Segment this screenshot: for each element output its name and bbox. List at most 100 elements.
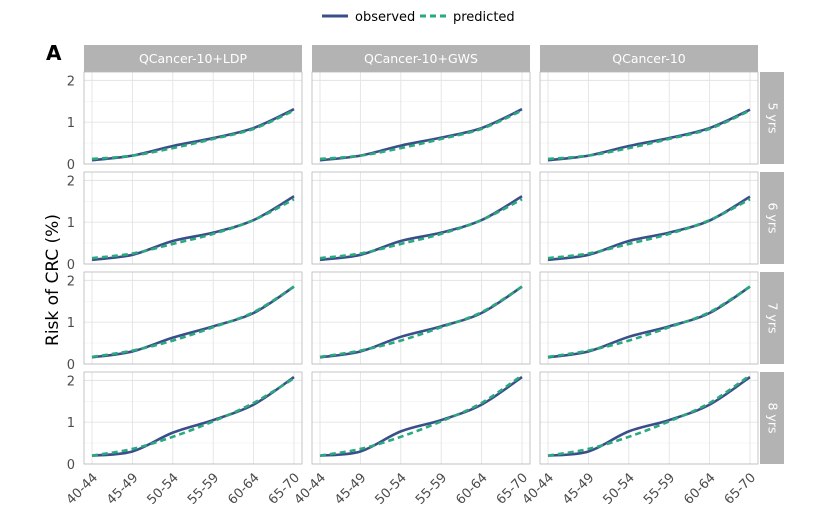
row-strip-label: 8 yrs (766, 403, 781, 434)
row-strip (760, 172, 784, 264)
column-strip (312, 45, 530, 72)
x-tick-label: 50-54 (145, 470, 182, 507)
observed-line (91, 375, 295, 457)
y-axis-title: Risk of CRC (%) (43, 214, 63, 346)
predicted-line (547, 285, 751, 359)
row-strip (760, 72, 784, 164)
panel-background (540, 172, 758, 264)
column-strip (84, 45, 302, 72)
facet-panel: 40-44 45-49 50-54 55-59 60-64 65-70 (292, 371, 531, 508)
predicted-line (91, 285, 295, 359)
y-tick-label: 1 (67, 216, 75, 231)
observed-line (91, 108, 295, 162)
predicted-line (547, 109, 751, 161)
facet-panel: 40-44 45-49 50-54 55-59 60-64 65-70 (520, 371, 759, 508)
x-tick-label: 45-49 (332, 470, 369, 507)
y-tick-label: 0 (67, 258, 75, 273)
predicted-line (319, 198, 523, 260)
y-tick-label: 1 (67, 316, 75, 331)
y-tick-label: 0 (67, 358, 75, 373)
y-tick-label: 2 (67, 274, 75, 289)
panel-border (539, 271, 759, 365)
x-tick-label: 50-54 (373, 470, 410, 507)
legend-predicted-label: predicted (453, 10, 515, 25)
panel-border (83, 171, 303, 265)
y-tick-label: 1 (67, 416, 75, 431)
facet-panel (539, 271, 759, 365)
legend-observed-label: observed (355, 10, 415, 25)
panel-background (312, 372, 530, 464)
predicted-line (547, 374, 751, 457)
observed-line (319, 375, 523, 457)
panel-background (540, 372, 758, 464)
predicted-line (91, 109, 295, 161)
x-tick-label: 40-44 (64, 470, 101, 507)
observed-line (547, 375, 751, 457)
column-strip-label: QCancer-10+GWS (364, 51, 478, 66)
panel-background (84, 72, 302, 164)
x-tick-label: 60-64 (453, 470, 490, 507)
panel-border (83, 271, 303, 365)
y-tick-label: 2 (67, 174, 75, 189)
facet-panel: 0 1 2 (67, 271, 303, 373)
legend: observed predicted (322, 10, 515, 25)
x-tick-label: 55-59 (641, 470, 678, 507)
x-tick-label: 50-54 (601, 470, 638, 507)
panel-background (312, 72, 530, 164)
panel-border (311, 71, 531, 165)
x-tick-label: 60-64 (225, 470, 262, 507)
panel-background (312, 272, 530, 364)
predicted-line (91, 377, 295, 457)
facet-panel (311, 171, 531, 265)
observed-line (319, 108, 523, 162)
predicted-line (547, 198, 751, 260)
predicted-line (319, 285, 523, 359)
x-tick-label: 60-64 (681, 470, 718, 507)
panel-border (311, 371, 531, 465)
facet-panel (539, 71, 759, 165)
row-strip-label: 6 yrs (766, 203, 781, 234)
y-tick-label: 2 (67, 374, 75, 389)
x-tick-label: 45-49 (104, 470, 141, 507)
panel-background (312, 172, 530, 264)
panel-border (539, 371, 759, 465)
facet-panel: 0 1 2 (67, 171, 303, 273)
y-tick-label: 0 (67, 158, 75, 173)
row-strip-label: 5 yrs (766, 103, 781, 134)
facet-panel: 0 1 2 (67, 71, 303, 173)
panel-label: A (46, 41, 62, 65)
x-tick-label: 65-70 (722, 470, 759, 507)
x-tick-label: 45-49 (560, 470, 597, 507)
facet-panel (311, 271, 531, 365)
row-strip-label: 7 yrs (766, 303, 781, 334)
y-tick-label: 1 (67, 116, 75, 131)
predicted-line (91, 198, 295, 260)
panel-border (539, 71, 759, 165)
panel-background (84, 372, 302, 464)
row-strip (760, 372, 784, 464)
observed-line (547, 108, 751, 162)
panel-border (539, 171, 759, 265)
row-strip (760, 272, 784, 364)
column-strip-label: QCancer-10+LDP (139, 51, 248, 66)
facet-panel (539, 171, 759, 265)
panel-background (540, 72, 758, 164)
panel-border (311, 171, 531, 265)
column-strip-label: QCancer-10 (612, 51, 686, 66)
predicted-line (319, 109, 523, 161)
predicted-line (319, 374, 523, 457)
panel-border (83, 371, 303, 465)
panels: QCancer-10+LDP QCancer-10+GWS QCancer-10 5 … (64, 45, 784, 508)
y-tick-label: 2 (67, 74, 75, 89)
column-strip (540, 45, 758, 72)
panel-border (83, 71, 303, 165)
panel-background (84, 172, 302, 264)
panel-background (84, 272, 302, 364)
facet-panel (311, 71, 531, 165)
panel-background (540, 272, 758, 364)
y-tick-label: 0 (67, 458, 75, 473)
x-tick-label: 55-59 (185, 470, 222, 507)
x-tick-label: 55-59 (413, 470, 450, 507)
